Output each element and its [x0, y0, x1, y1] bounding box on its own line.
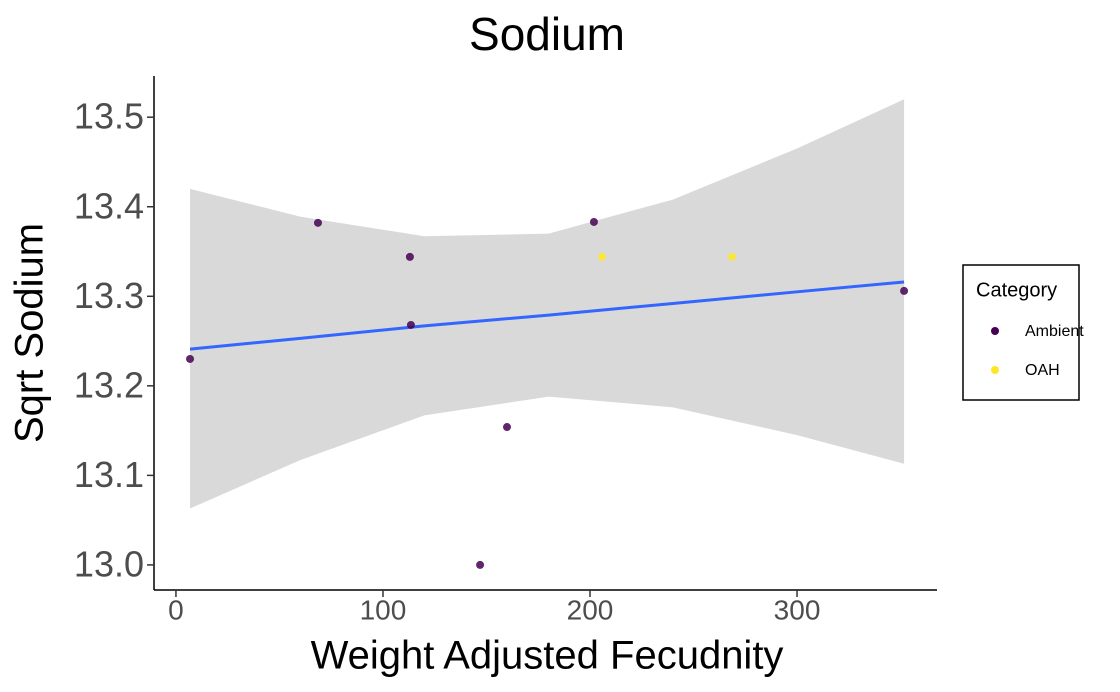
legend-label: OAH: [1025, 362, 1060, 379]
legend-label: Ambient: [1025, 323, 1084, 340]
chart-title: Sodium: [469, 8, 625, 60]
legend-box: [962, 264, 1080, 401]
y-tick-label: 13.2: [74, 364, 144, 405]
x-axis-title: Weight Adjusted Fecudnity: [311, 634, 784, 678]
y-tick-label: 13.1: [74, 454, 144, 495]
point: [728, 252, 737, 261]
point: [313, 218, 322, 227]
x-tick-label: 0: [168, 594, 184, 625]
confidence-band: [190, 99, 905, 509]
point: [405, 252, 414, 261]
x-tick-label: 300: [774, 594, 821, 625]
legend-title: Category: [976, 279, 1057, 301]
point: [502, 423, 511, 432]
point: [186, 354, 195, 363]
legend-marker: [991, 366, 999, 374]
x-tick-label: 200: [567, 594, 614, 625]
x-tick-label: 100: [360, 594, 407, 625]
point: [589, 217, 598, 226]
y-tick-label: 13.4: [74, 185, 144, 226]
y-tick-label: 13.5: [74, 96, 144, 137]
fit-line: [189, 280, 905, 351]
point: [406, 320, 415, 329]
point: [598, 252, 607, 261]
y-axis-title: Sqrt Sodium: [8, 223, 52, 443]
legend-marker: [991, 327, 999, 335]
point: [476, 560, 485, 569]
point: [900, 286, 909, 295]
y-tick-label: 13.3: [74, 275, 144, 316]
y-tick-label: 13.0: [74, 543, 144, 584]
